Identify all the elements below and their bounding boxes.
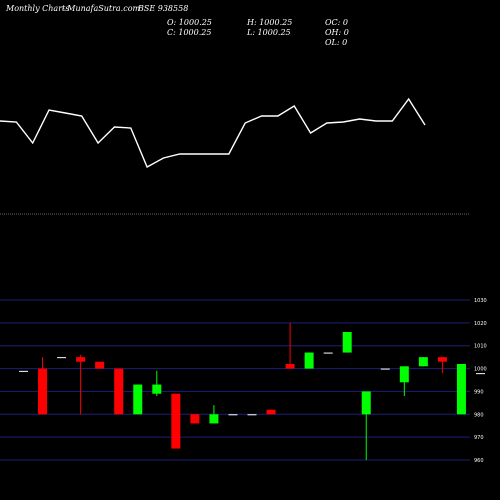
candle-body [114, 368, 124, 415]
candle-body [19, 370, 29, 372]
candle [57, 357, 67, 359]
candle [228, 414, 238, 416]
candle [380, 368, 390, 370]
ol-value: OL: 0 [325, 38, 348, 47]
candle-body [76, 357, 86, 362]
candle-body [57, 357, 67, 359]
oh-value: OH: 0 [325, 28, 349, 37]
candle [437, 357, 447, 374]
site-name: - MunafaSutra.com [62, 4, 141, 13]
candle [38, 357, 48, 415]
candle-body [342, 332, 352, 353]
candle [418, 357, 428, 367]
volume-line [0, 97, 426, 168]
candle [171, 393, 181, 449]
symbol-label: BSE 938558 [138, 4, 189, 13]
candle [95, 361, 105, 369]
volume-line-layer [0, 97, 426, 168]
chart-type-label: Monthly Charts [6, 4, 70, 13]
y-tick-label: 990 [474, 389, 484, 395]
candle-body [361, 391, 371, 415]
candle-body [380, 368, 390, 370]
candle-body [190, 414, 200, 424]
candle-body [399, 366, 409, 383]
candle [209, 405, 219, 424]
candle-body [475, 373, 485, 375]
candle-body [228, 414, 238, 416]
candle-body [133, 384, 143, 415]
candle [76, 354, 86, 415]
candle-body [323, 352, 333, 354]
candle-body [209, 414, 219, 424]
y-tick-label: 1000 [474, 367, 487, 373]
candle [475, 373, 485, 375]
candle [342, 332, 352, 353]
candle-body [95, 361, 105, 369]
candle [399, 366, 409, 396]
y-tick-label: 1030 [474, 298, 487, 304]
candle [304, 352, 314, 369]
candle [133, 384, 143, 415]
oc-value: OC: 0 [325, 18, 349, 27]
close-value: C: 1000.25 [167, 28, 212, 37]
candles-layer [19, 322, 485, 460]
candle [266, 409, 276, 415]
candle-body [152, 384, 162, 394]
candle [190, 414, 200, 424]
candle-body [266, 409, 276, 415]
candle-body [38, 368, 48, 415]
candle-body [247, 414, 257, 416]
low-value: L: 1000.25 [247, 28, 291, 37]
candle [152, 370, 162, 396]
candle-body [171, 393, 181, 449]
candle-body [304, 352, 314, 369]
y-tick-label: 1010 [474, 344, 487, 350]
y-tick-label: 1020 [474, 321, 487, 327]
high-value: H: 1000.25 [247, 18, 293, 27]
chart-header: Monthly Charts - MunafaSutra.com BSE 938… [0, 0, 500, 60]
y-tick-label: 970 [474, 435, 484, 441]
candle [114, 368, 124, 415]
candle [456, 364, 466, 415]
y-tick-label: 980 [474, 412, 484, 418]
candle [19, 370, 29, 372]
grid-layer [0, 213, 470, 461]
candle [247, 414, 257, 416]
candle-body [437, 357, 447, 362]
candle-body [418, 357, 428, 367]
candle [361, 391, 371, 460]
candle-body [456, 364, 466, 415]
candle-body [285, 364, 295, 369]
candle [323, 352, 333, 354]
open-value: O: 1000.25 [167, 18, 212, 27]
y-tick-label: 960 [474, 458, 484, 464]
candle [285, 322, 295, 369]
y-axis-labels: 960 970 980 990 1000 1010 1020 1030 [474, 298, 487, 464]
